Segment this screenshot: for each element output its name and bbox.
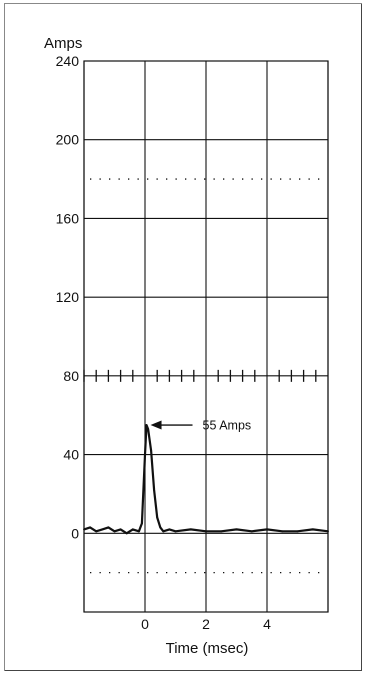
data-point	[296, 530, 299, 533]
data-point	[89, 526, 91, 529]
y-tick-label: 120	[56, 289, 80, 305]
data-point	[174, 530, 177, 533]
series-group	[83, 424, 329, 535]
y-tick-label: 80	[63, 368, 79, 384]
data-point	[250, 530, 253, 533]
x-tick-label: 0	[141, 616, 149, 632]
data-point	[107, 526, 110, 529]
data-point	[95, 530, 98, 533]
data-point	[311, 528, 314, 531]
data-point	[145, 424, 148, 426]
x-tick-labels: 0 2 4	[141, 616, 271, 632]
data-point	[156, 516, 159, 519]
data-point	[150, 449, 153, 452]
data-point	[141, 522, 143, 525]
data-point	[205, 530, 207, 533]
data-point	[153, 489, 156, 491]
data-point	[119, 528, 122, 531]
data-point	[147, 428, 149, 430]
y-tick-label: 240	[56, 53, 80, 69]
x-axis-title: Time (msec)	[166, 640, 249, 657]
data-point	[144, 453, 146, 456]
data-point	[266, 528, 268, 531]
y-tick-label: 160	[56, 210, 80, 226]
data-point	[131, 528, 134, 531]
data-point	[101, 528, 104, 531]
data-point	[220, 530, 223, 533]
figure-frame	[4, 3, 362, 671]
data-point	[168, 528, 171, 531]
annotation-arrow-head	[150, 420, 162, 430]
data-point	[125, 532, 128, 535]
y-tick-label: 200	[56, 132, 80, 148]
x-tick-label: 2	[202, 616, 210, 632]
data-point	[83, 528, 85, 531]
data-point	[281, 530, 284, 533]
y-tick-label: 40	[63, 447, 79, 463]
data-point	[327, 530, 329, 533]
data-point	[189, 528, 192, 531]
data-point	[138, 530, 140, 533]
annotation-group: 55 Amps	[150, 419, 252, 433]
y-tick-labels: 0 40 80 120 160 200 240	[56, 53, 80, 541]
grid-lines	[83, 60, 329, 613]
frame-top-edge	[4, 3, 362, 4]
frame-left-edge	[4, 3, 5, 671]
trigger-marks	[83, 369, 317, 382]
y-axis-title: Amps	[44, 35, 82, 52]
data-point	[162, 530, 165, 533]
x-tick-label: 4	[263, 616, 271, 632]
y-tick-label: 0	[71, 525, 79, 541]
data-point	[159, 526, 162, 529]
data-point	[235, 528, 238, 531]
reference-lines	[90, 178, 324, 574]
data-point	[113, 530, 116, 533]
annotation-label: 55 Amps	[203, 419, 252, 433]
